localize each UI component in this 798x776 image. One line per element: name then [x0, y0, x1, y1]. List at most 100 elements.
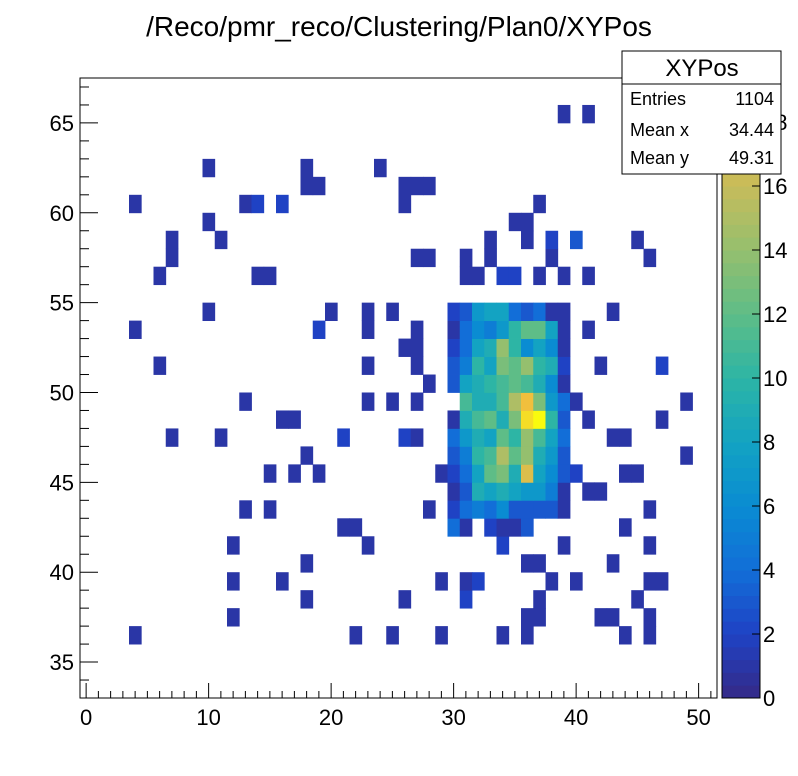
palette-band [722, 237, 760, 251]
heatmap-cell [619, 626, 632, 645]
heatmap-cell [459, 428, 473, 447]
heatmap-cell [361, 356, 375, 375]
chart-title: /Reco/pmr_reco/Clustering/Plan0/XYPos [146, 11, 652, 42]
palette-band [722, 326, 760, 341]
x-axis: 0 10 20 30 40 50 [80, 683, 712, 730]
heatmap-cell [606, 608, 620, 627]
heatmap-cell [545, 482, 559, 501]
heatmap-cell [496, 266, 510, 286]
heatmap-cell [533, 374, 546, 393]
heatmap-cell [496, 626, 510, 645]
heatmap-cell [202, 212, 216, 232]
heatmap-cell [251, 266, 265, 286]
stats-value-mean-x: 34.44 [729, 120, 774, 140]
heatmap-cell [508, 338, 522, 357]
palette-band [722, 608, 760, 622]
palette-band [722, 301, 760, 315]
heatmap-cell [533, 194, 546, 214]
heatmap-cell [227, 608, 240, 627]
y-tick-label: 50 [50, 380, 74, 405]
heatmap-cell [435, 464, 448, 483]
heatmap-cell [410, 392, 424, 411]
heatmap-cell [533, 266, 546, 286]
heatmap-cell [459, 320, 473, 339]
heatmap-cell [459, 590, 473, 609]
heatmap-cell [496, 536, 510, 555]
heatmap-cell [496, 302, 510, 322]
heatmap-cell [447, 302, 461, 322]
palette-band [722, 378, 760, 392]
palette-tick-label: 16 [763, 174, 787, 199]
heatmap-cell [594, 608, 608, 627]
heatmap-cell [165, 428, 179, 447]
palette-band [722, 429, 760, 443]
heatmap-cell [570, 392, 583, 411]
palette-band [722, 288, 760, 302]
palette-band [722, 211, 760, 225]
heatmap-cell [655, 572, 669, 591]
palette-tick-label: 4 [763, 558, 775, 583]
heatmap-cell [435, 572, 448, 591]
x-tick-label: 40 [564, 705, 588, 730]
x-tick-label: 50 [686, 705, 710, 730]
heatmap-cell [423, 248, 436, 268]
heatmap-cell [533, 410, 546, 429]
palette-band [722, 557, 760, 571]
heatmap-cell [545, 302, 559, 322]
heatmap-cell [202, 302, 216, 322]
heatmap-cell [521, 500, 534, 519]
palette-band [722, 339, 760, 353]
heatmap-cell [496, 428, 510, 447]
heatmap-cell [386, 392, 399, 411]
heatmap-cell [557, 428, 571, 447]
palette-band [722, 365, 760, 379]
heatmap-cell [410, 320, 424, 339]
heatmap-cell [484, 446, 497, 465]
heatmap-cell [129, 626, 142, 645]
palette-band [722, 582, 760, 597]
heatmap-cell [594, 482, 608, 501]
palette-band [722, 262, 760, 277]
heatmap-cell [533, 446, 546, 465]
heatmap-cell [374, 158, 387, 178]
heatmap-cell [533, 500, 546, 519]
x-tick-label: 10 [196, 705, 220, 730]
palette-band [722, 685, 760, 699]
heatmap-cell [459, 464, 473, 483]
heatmap-cell [533, 392, 546, 411]
heatmap-cell [557, 356, 571, 375]
heatmap-cell [557, 266, 571, 286]
heatmap-cell [619, 518, 632, 537]
heatmap-cell [361, 536, 375, 555]
heatmap-cell [472, 500, 485, 519]
heatmap-cell [533, 320, 546, 339]
heatmap-cell [312, 320, 326, 339]
heatmap-cell [570, 230, 583, 250]
heatmap-cell [557, 302, 571, 322]
heatmap-cell [165, 248, 179, 268]
heatmap-cell [165, 230, 179, 250]
heatmap-cell [533, 356, 546, 375]
heatmap-cell [263, 464, 277, 483]
heatmap-cell [545, 356, 559, 375]
heatmap-cell [459, 572, 473, 591]
heatmap-cell [251, 194, 265, 214]
heatmap-cell [533, 482, 546, 501]
heatmap-cell [472, 302, 485, 322]
heatmap-cell [227, 536, 240, 555]
heatmap-cell [606, 554, 620, 573]
heatmap-cell [472, 572, 485, 591]
heatmap-cell [545, 428, 559, 447]
heatmap-cell [484, 248, 497, 268]
heatmap-cell [276, 410, 289, 429]
heatmap-cell [423, 500, 436, 519]
heatmap-cell [484, 230, 497, 250]
heatmap-cell [643, 626, 657, 645]
heatmap-cell [472, 266, 485, 286]
heatmap-cell [288, 464, 301, 483]
heatmap-cell [533, 590, 546, 609]
x-tick-label: 20 [319, 705, 343, 730]
heatmap-cell [557, 392, 571, 411]
x-tick-label: 30 [441, 705, 465, 730]
heatmap-cell [496, 374, 510, 393]
